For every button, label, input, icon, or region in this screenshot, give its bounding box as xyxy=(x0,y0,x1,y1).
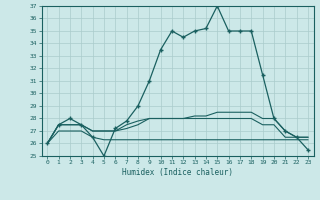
X-axis label: Humidex (Indice chaleur): Humidex (Indice chaleur) xyxy=(122,168,233,177)
